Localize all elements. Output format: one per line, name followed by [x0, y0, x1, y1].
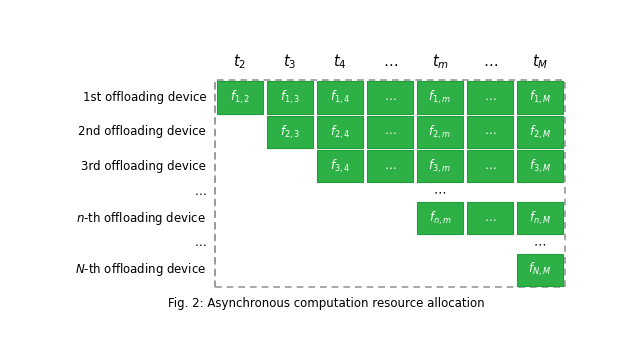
Text: $t_m$: $t_m$	[431, 52, 448, 71]
Text: $f_{3,4}$: $f_{3,4}$	[330, 158, 350, 175]
Text: $f_{2,3}$: $f_{2,3}$	[280, 123, 300, 141]
Bar	[517, 202, 563, 234]
Bar	[517, 253, 563, 286]
Text: $\cdots$: $\cdots$	[484, 212, 496, 224]
Text: $N$-th offloading device: $N$-th offloading device	[75, 261, 206, 278]
Text: $\cdots$: $\cdots$	[194, 186, 206, 199]
Bar	[417, 116, 463, 148]
Bar	[367, 116, 413, 148]
Text: $f_{1,4}$: $f_{1,4}$	[330, 89, 350, 106]
Text: $t_M$: $t_M$	[532, 52, 548, 71]
Text: $t_4$: $t_4$	[333, 52, 347, 71]
Bar	[317, 150, 363, 183]
Bar	[517, 116, 563, 148]
Bar	[367, 150, 413, 183]
Bar	[517, 81, 563, 113]
Text: $\cdots$: $\cdots$	[194, 237, 206, 250]
Text: $\cdots$: $\cdots$	[483, 55, 497, 71]
Text: $\cdots$: $\cdots$	[484, 125, 496, 138]
Bar	[467, 150, 513, 183]
Text: $f_{1,m}$: $f_{1,m}$	[429, 89, 452, 106]
Text: $n$-th offloading device: $n$-th offloading device	[76, 209, 206, 227]
Text: $f_{n,m}$: $f_{n,m}$	[429, 209, 452, 227]
Text: 3rd offloading device: 3rd offloading device	[81, 160, 206, 173]
Bar	[417, 202, 463, 234]
Text: $f_{2,M}$: $f_{2,M}$	[529, 123, 551, 141]
Text: $f_{2,4}$: $f_{2,4}$	[330, 123, 350, 141]
Bar	[517, 150, 563, 183]
Text: $\cdots$: $\cdots$	[384, 160, 396, 173]
Bar	[317, 116, 363, 148]
Bar	[467, 202, 513, 234]
Bar	[467, 81, 513, 113]
Text: $\cdots$: $\cdots$	[484, 160, 496, 173]
Text: $f_{1,3}$: $f_{1,3}$	[280, 89, 300, 106]
Text: $\cdots$: $\cdots$	[534, 237, 546, 250]
Bar	[417, 150, 463, 183]
Text: $t_2$: $t_2$	[233, 52, 247, 71]
Text: $f_{N,M}$: $f_{N,M}$	[529, 261, 551, 279]
Text: $f_{1,2}$: $f_{1,2}$	[230, 89, 250, 106]
Bar	[215, 80, 565, 287]
Bar	[267, 116, 313, 148]
Text: $\cdots$: $\cdots$	[382, 55, 398, 71]
Text: $\cdots$: $\cdots$	[484, 91, 496, 104]
Bar	[467, 116, 513, 148]
Bar	[217, 81, 263, 113]
Text: $f_{3,M}$: $f_{3,M}$	[529, 158, 551, 175]
Text: $t_3$: $t_3$	[284, 52, 297, 71]
Text: $f_{2,m}$: $f_{2,m}$	[429, 123, 452, 141]
Bar	[267, 81, 313, 113]
Text: $\cdots$: $\cdots$	[434, 186, 446, 199]
Text: $f_{n,M}$: $f_{n,M}$	[529, 209, 551, 227]
Text: 2nd offloading device: 2nd offloading device	[78, 125, 206, 138]
Text: $f_{3,m}$: $f_{3,m}$	[429, 158, 452, 175]
Text: $f_{1,M}$: $f_{1,M}$	[529, 89, 551, 106]
Text: $\cdots$: $\cdots$	[384, 125, 396, 138]
Text: $\cdots$: $\cdots$	[384, 91, 396, 104]
Text: Fig. 2: Asynchronous computation resource allocation: Fig. 2: Asynchronous computation resourc…	[168, 297, 484, 310]
Text: 1st offloading device: 1st offloading device	[83, 91, 206, 104]
Bar	[317, 81, 363, 113]
Bar	[417, 81, 463, 113]
Bar	[367, 81, 413, 113]
